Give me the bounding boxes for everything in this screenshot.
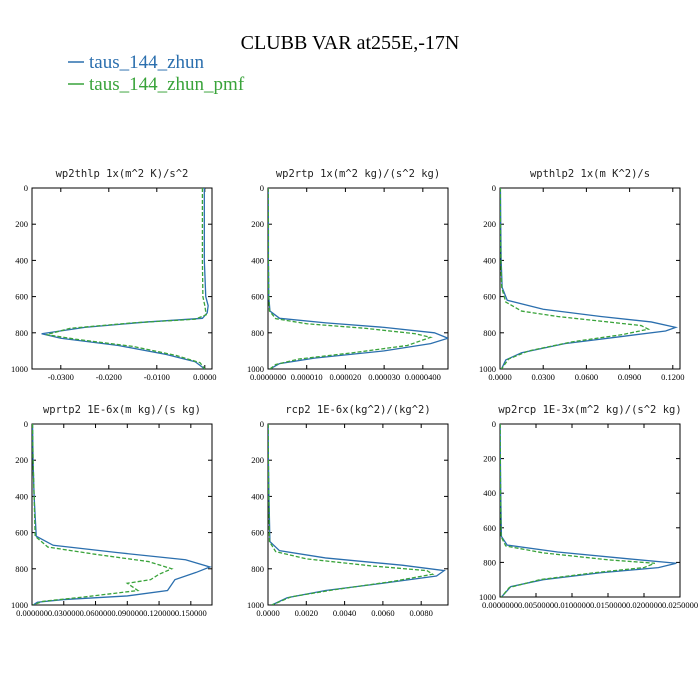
figure-title: CLUBB VAR at255E,-17N bbox=[241, 32, 460, 54]
y-tick-label: 0 bbox=[492, 183, 496, 193]
panel-3: wpthlp2 1x(m K^2)/s 0 200 400 600 800 10000.00… bbox=[479, 168, 684, 382]
y-tick-label: 400 bbox=[15, 491, 28, 501]
x-tick-label: 0.0050000 bbox=[518, 600, 554, 610]
legend-label-1: taus_144_zhun bbox=[89, 52, 205, 73]
y-tick-label: 200 bbox=[15, 219, 28, 229]
y-tick-label: 1000 bbox=[11, 600, 28, 610]
y-tick-label: 600 bbox=[483, 292, 496, 302]
x-tick-label: 0.030000 bbox=[48, 608, 80, 618]
y-tick-label: 400 bbox=[15, 255, 28, 265]
x-tick-label: -0.0200 bbox=[96, 372, 122, 382]
plot-frame bbox=[267, 423, 449, 606]
y-tick-label: 1000 bbox=[479, 364, 496, 374]
y-tick-label: 600 bbox=[15, 292, 28, 302]
y-tick-label: 400 bbox=[251, 491, 264, 501]
x-tick-label: 0.0000 bbox=[488, 372, 511, 382]
x-tick-label: 0.0020 bbox=[295, 608, 318, 618]
x-tick-label: 0.0080 bbox=[410, 608, 433, 618]
series-line-zhun-pmf bbox=[500, 424, 656, 597]
y-tick-label: 200 bbox=[251, 455, 264, 465]
series-line-zhun-pmf bbox=[46, 188, 207, 369]
plot-frame bbox=[499, 423, 681, 598]
plot-frame bbox=[499, 187, 681, 370]
x-tick-label: 0.060000 bbox=[80, 608, 112, 618]
x-tick-label: 0.0200000 bbox=[626, 600, 662, 610]
y-tick-label: 0 bbox=[24, 419, 28, 429]
x-tick-label: 0.000020 bbox=[329, 372, 361, 382]
panel-4: wprtp2 1E-6x(m kg)/(s kg) 0 200 400 600 800 10… bbox=[11, 404, 213, 618]
panel-title: wp2rtp 1x(m^2 kg)/(s^2 kg) bbox=[276, 168, 440, 180]
x-tick-label: 0.0300 bbox=[532, 372, 555, 382]
y-tick-label: 1000 bbox=[11, 364, 28, 374]
y-tick-label: 200 bbox=[483, 219, 496, 229]
series-line-zhun-pmf bbox=[268, 188, 433, 369]
y-tick-label: 400 bbox=[483, 488, 496, 498]
x-tick-label: 0.150000 bbox=[175, 608, 207, 618]
x-tick-label: -0.0300 bbox=[48, 372, 74, 382]
panel-title: wprtp2 1E-6x(m kg)/(s kg) bbox=[43, 404, 201, 416]
panel-title: wp2rcp 1E-3x(m^2 kg)/(s^2 kg) bbox=[498, 404, 681, 416]
x-tick-label: 0.0000000 bbox=[482, 600, 518, 610]
x-tick-label: 0.120000 bbox=[143, 608, 175, 618]
x-tick-label: 0.090000 bbox=[111, 608, 143, 618]
panel-title: wpthlp2 1x(m K^2)/s bbox=[530, 168, 650, 180]
y-tick-label: 600 bbox=[483, 523, 496, 533]
x-tick-label: 0.0000400 bbox=[405, 372, 441, 382]
y-tick-label: 400 bbox=[483, 255, 496, 265]
y-tick-label: 200 bbox=[15, 455, 28, 465]
y-tick-label: 0 bbox=[260, 183, 264, 193]
x-tick-label: 0.0000000 bbox=[250, 372, 286, 382]
x-tick-label: 0.000000 bbox=[16, 608, 48, 618]
y-tick-label: 1000 bbox=[247, 600, 264, 610]
y-tick-label: 800 bbox=[15, 564, 28, 574]
y-tick-label: 1000 bbox=[247, 364, 264, 374]
series-line-zhun-pmf bbox=[268, 424, 435, 605]
y-tick-label: 800 bbox=[483, 328, 496, 338]
x-tick-label: -0.0100 bbox=[144, 372, 170, 382]
panel-title: rcp2 1E-6x(kg^2)/(kg^2) bbox=[285, 404, 430, 416]
series-line-zhun-pmf bbox=[500, 188, 651, 369]
x-tick-label: 0.0060 bbox=[371, 608, 394, 618]
y-tick-label: 0 bbox=[24, 183, 28, 193]
y-tick-label: 800 bbox=[251, 564, 264, 574]
x-tick-label: 0.0900 bbox=[618, 372, 641, 382]
panel-5: rcp2 1E-6x(kg^2)/(kg^2) 0 200 400 600 800 1000… bbox=[247, 404, 449, 618]
series-line-zhun-pmf bbox=[32, 424, 174, 605]
y-tick-label: 600 bbox=[15, 528, 28, 538]
panel-2: wp2rtp 1x(m^2 kg)/(s^2 kg) 0 200 400 600 800 1… bbox=[247, 168, 449, 382]
y-tick-label: 200 bbox=[251, 219, 264, 229]
x-tick-label: 0.0000 bbox=[193, 372, 216, 382]
x-tick-label: 0.0100000 bbox=[554, 600, 590, 610]
x-tick-label: 0.0250000 bbox=[662, 600, 698, 610]
panel-title: wp2thlp 1x(m^2 K)/s^2 bbox=[56, 168, 189, 180]
x-tick-label: 0.0600 bbox=[575, 372, 598, 382]
y-tick-label: 0 bbox=[492, 419, 496, 429]
y-tick-label: 800 bbox=[251, 328, 264, 338]
x-tick-label: 0.0040 bbox=[333, 608, 356, 618]
y-tick-label: 0 bbox=[260, 419, 264, 429]
x-tick-label: 0.0000 bbox=[256, 608, 279, 618]
panel-6: wp2rcp 1E-3x(m^2 kg)/(s^2 kg)0 200 400 600 8… bbox=[479, 404, 698, 610]
x-tick-label: 0.000030 bbox=[368, 372, 400, 382]
y-tick-label: 1000 bbox=[479, 592, 496, 602]
legend-label-2: taus_144_zhun_pmf bbox=[89, 74, 245, 95]
x-tick-label: 0.000010 bbox=[291, 372, 323, 382]
plot-frame bbox=[31, 423, 213, 606]
y-tick-label: 400 bbox=[251, 255, 264, 265]
y-tick-label: 800 bbox=[483, 557, 496, 567]
y-tick-label: 200 bbox=[483, 454, 496, 464]
y-tick-label: 600 bbox=[251, 528, 264, 538]
y-tick-label: 600 bbox=[251, 292, 264, 302]
plot-frame bbox=[31, 187, 213, 370]
x-tick-label: 0.1200 bbox=[661, 372, 684, 382]
x-tick-label: 0.0150000 bbox=[590, 600, 626, 610]
panels-grid: wp2thlp 1x(m^2 K)/s^2 0 200 400 600 800 1000 -0… bbox=[11, 168, 698, 618]
y-tick-label: 800 bbox=[15, 328, 28, 338]
panel-1: wp2thlp 1x(m^2 K)/s^2 0 200 400 600 800 1000 -0… bbox=[11, 168, 216, 382]
legend: taus_144_zhun taus_144_zhun_pmf bbox=[68, 52, 245, 95]
